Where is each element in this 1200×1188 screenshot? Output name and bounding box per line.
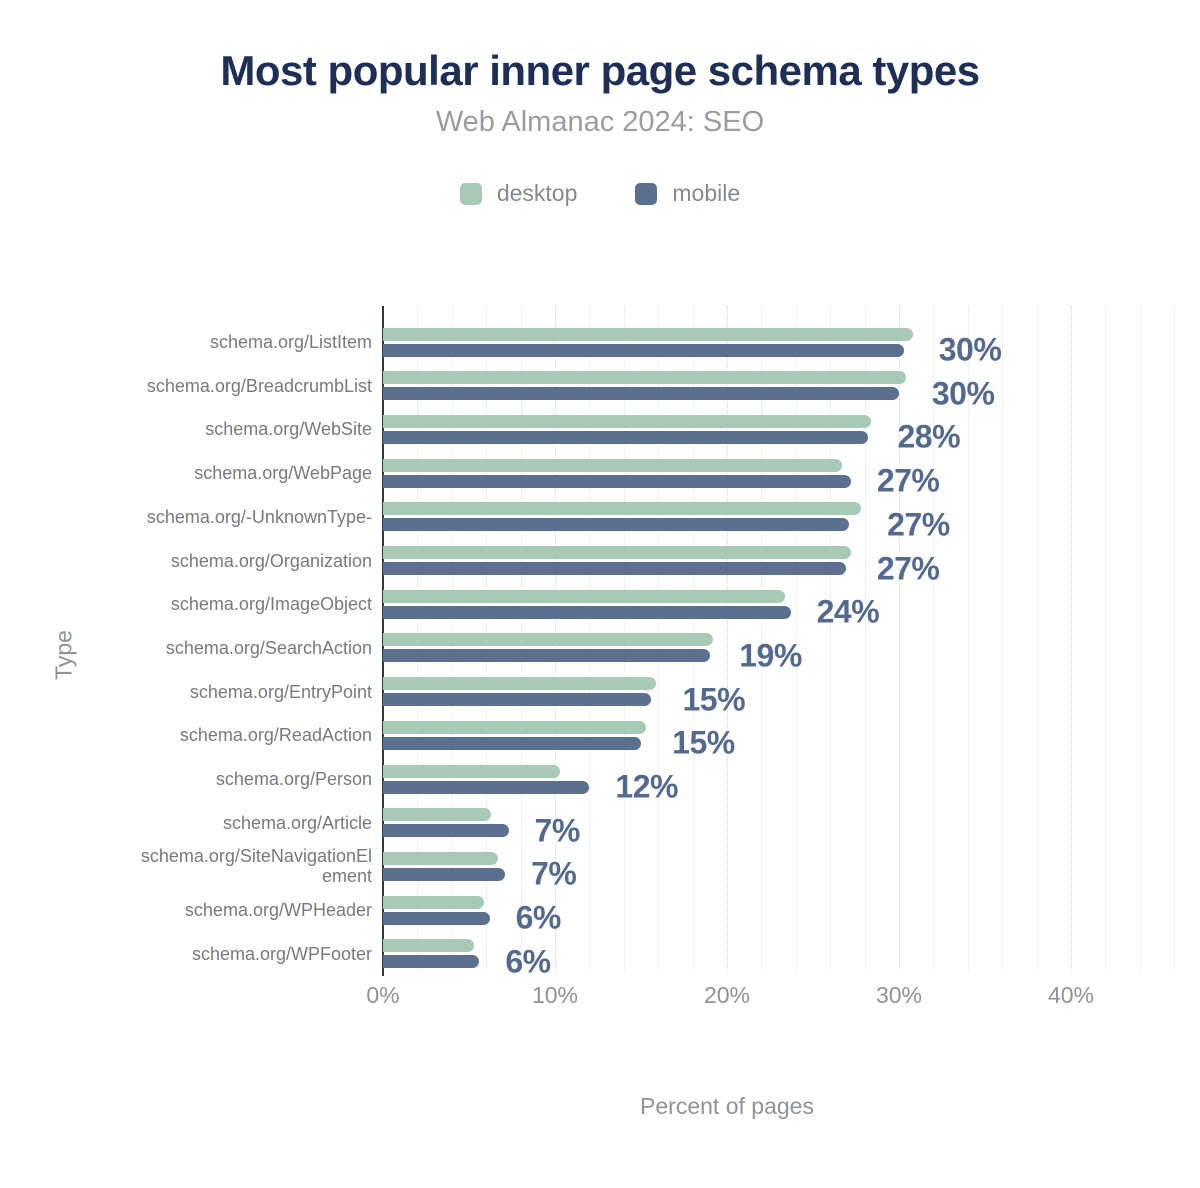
category-label: schema.org/EntryPoint	[189, 681, 372, 702]
bar-desktop	[383, 502, 862, 516]
bar-desktop	[383, 327, 913, 341]
bar-desktop	[383, 720, 647, 734]
category-label: schema.org/WebPage	[194, 463, 372, 484]
x-tick-label: 10%	[531, 982, 579, 1008]
category-label: schema.org/WPHeader	[184, 900, 372, 921]
bar-mobile	[383, 736, 641, 750]
category-label: schema.org/ReadAction	[179, 725, 372, 746]
gridline-minor	[1105, 306, 1107, 970]
category-label: schema.org/SiteNavigationElement	[140, 846, 372, 887]
chart-title: Most popular inner page schema types	[220, 47, 980, 94]
bar-mobile	[383, 649, 710, 663]
bar-value-label: 19%	[739, 637, 802, 674]
bar-value-label: 24%	[816, 593, 880, 630]
bar-desktop	[383, 546, 851, 559]
bar-desktop	[383, 764, 561, 778]
category-label: schema.org/WPFooter	[191, 943, 372, 964]
bar-value-label: 28%	[897, 418, 961, 455]
bar-desktop	[383, 851, 499, 865]
category-label: schema.org/BreadcrumbList	[146, 375, 372, 396]
x-tick-label: 40%	[1047, 982, 1095, 1008]
category-label: schema.org/Person	[215, 769, 372, 789]
gridline-minor	[1002, 306, 1004, 970]
bar-value-label: 12%	[615, 768, 678, 805]
x-tick-label: 20%	[703, 982, 751, 1008]
bar-mobile	[383, 911, 490, 925]
bar-mobile	[383, 430, 869, 444]
bar-mobile	[383, 518, 850, 532]
bar-mobile	[383, 343, 905, 357]
category-label: schema.org/Organization	[170, 550, 372, 571]
bar-mobile	[383, 605, 791, 619]
bar-desktop	[383, 808, 492, 822]
legend-item-desktop: desktop	[459, 180, 578, 207]
bar-value-label: 15%	[682, 681, 746, 718]
bar-desktop	[383, 633, 714, 647]
gridline-minor	[1139, 306, 1141, 970]
bar-mobile	[383, 693, 652, 707]
category-label: schema.org/Article	[222, 812, 372, 833]
x-tick-label: 30%	[875, 982, 923, 1008]
bar-value-label: 6%	[505, 943, 551, 980]
category-label: schema.org/SearchAction	[165, 637, 372, 658]
gridline-major	[899, 306, 900, 970]
gridline-minor	[795, 306, 797, 970]
legend: desktop mobile	[0, 180, 1200, 207]
bar-value-label: 30%	[931, 375, 995, 412]
legend-label-desktop: desktop	[496, 180, 578, 206]
bar-desktop	[383, 414, 872, 428]
legend-item-mobile: mobile	[635, 180, 740, 207]
bar-mobile	[383, 562, 846, 575]
chart-subtitle: Web Almanac 2024: SEO	[435, 106, 765, 138]
bar-desktop	[383, 895, 485, 909]
bar-desktop	[383, 589, 786, 603]
gridline-minor	[967, 306, 969, 970]
bar-mobile	[383, 387, 899, 401]
bar-desktop	[383, 371, 906, 385]
bar-desktop	[383, 939, 475, 953]
gridline-minor	[933, 306, 935, 970]
bar-value-label: 30%	[938, 331, 1002, 368]
y-axis-title: Type	[50, 630, 77, 680]
legend-swatch-mobile	[635, 182, 658, 205]
bar-value-label: 27%	[876, 462, 940, 499]
bar-mobile	[383, 867, 506, 881]
gridline-minor	[1174, 306, 1176, 970]
legend-label-mobile: mobile	[672, 180, 741, 206]
bar-value-label: 27%	[887, 506, 950, 543]
x-tick-label: 0%	[366, 982, 400, 1008]
category-label: schema.org/WebSite	[205, 419, 372, 440]
bar-desktop	[383, 458, 843, 472]
category-label: schema.org/ImageObject	[170, 594, 372, 615]
gridline-minor	[830, 306, 832, 970]
category-label: schema.org/ListItem	[209, 332, 372, 352]
bar-mobile	[383, 824, 509, 838]
category-label: schema.org/-UnknownType-	[146, 506, 372, 527]
bar-value-label: 15%	[672, 724, 735, 761]
bar-mobile	[383, 474, 851, 488]
gridline-minor	[761, 306, 763, 970]
bar-value-label: 7%	[531, 855, 577, 892]
bar-desktop	[383, 677, 657, 691]
bar-mobile	[383, 955, 480, 969]
bar-value-label: 6%	[515, 899, 562, 936]
gridline-minor	[864, 306, 866, 970]
gridline-major	[727, 306, 728, 970]
bar-value-label: 27%	[876, 550, 940, 586]
gridline-minor	[1036, 306, 1038, 970]
legend-swatch-desktop	[459, 182, 482, 205]
bar-value-label: 7%	[534, 812, 581, 849]
bar-mobile	[383, 780, 590, 794]
gridline-major	[1071, 306, 1072, 970]
x-axis-title: Percent of pages	[640, 1093, 814, 1119]
